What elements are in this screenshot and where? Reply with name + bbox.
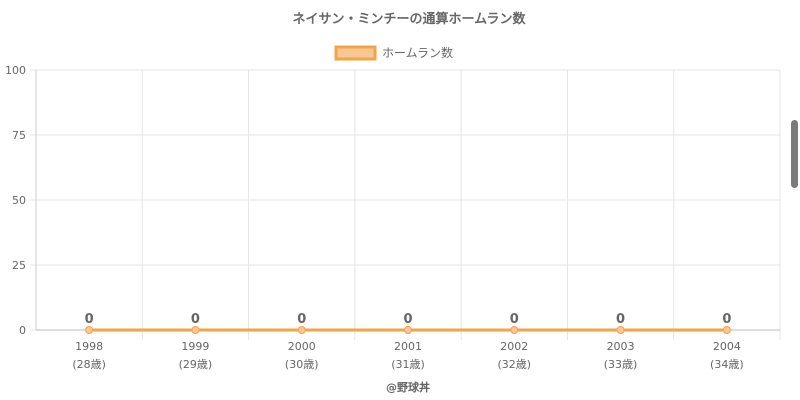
axes: 0 25 50 75 100 1998 (28歳) 1999 (29歳) 2000 (30歳) 200… [5, 64, 780, 371]
grid [30, 69, 781, 340]
data-label: 0 [722, 312, 731, 327]
x-tick-age-label: (29歳) [179, 358, 213, 371]
legend-label: ホームラン数 [382, 45, 453, 60]
credit-label: @野球丼 [386, 380, 430, 394]
scrollbar-thumb[interactable] [791, 120, 798, 188]
legend[interactable]: ホームラン数 [334, 45, 453, 61]
x-tick-age-label: (34歳) [710, 358, 744, 371]
y-tick-label: 50 [12, 194, 26, 207]
x-tick-label: 1998 [75, 340, 103, 353]
data-point [722, 326, 731, 334]
data-label: 0 [510, 312, 519, 327]
data-point [510, 326, 519, 334]
x-tick-label: 2003 [607, 340, 635, 353]
data-label: 0 [191, 312, 200, 327]
data-label: 0 [616, 312, 625, 327]
y-tick-label: 75 [12, 129, 26, 142]
x-tick-label: 2001 [394, 340, 422, 353]
data-label: 0 [85, 312, 94, 327]
y-tick-label: 0 [19, 324, 26, 337]
x-tick-age-label: (32歳) [497, 358, 531, 371]
x-tick-age-label: (33歳) [604, 358, 638, 371]
x-tick-label: 2004 [713, 340, 741, 353]
data-point [616, 326, 625, 334]
x-tick-label: 2002 [500, 340, 528, 353]
y-tick-label: 25 [12, 259, 26, 272]
x-tick-age-label: (28歳) [72, 358, 106, 371]
x-tick-label: 2000 [288, 340, 316, 353]
data-label: 0 [297, 312, 306, 327]
chart-title: ネイサン・ミンチーの通算ホームラン数 [293, 11, 527, 27]
data-point [404, 326, 412, 334]
x-tick-age-label: (30歳) [285, 358, 319, 371]
data-label: 0 [403, 312, 412, 327]
y-tick-label: 100 [5, 64, 26, 77]
x-tick-age-label: (31歳) [391, 358, 425, 371]
data-point [85, 326, 94, 334]
legend-swatch [334, 45, 377, 61]
data-point [297, 326, 306, 334]
data-point [191, 326, 200, 334]
series-marks: 0 0 0 0 0 0 0 [85, 312, 731, 334]
x-tick-label: 1999 [181, 340, 209, 353]
